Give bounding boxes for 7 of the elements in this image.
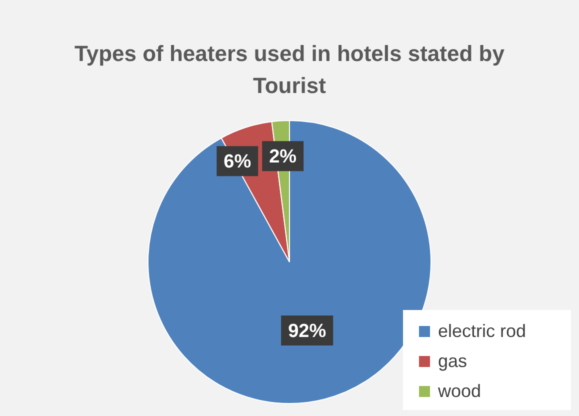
data-label: 6%	[224, 151, 252, 172]
chart-title: Types of heaters used in hotels stated by Tourist	[74, 40, 506, 100]
legend-label: gas	[438, 350, 468, 372]
data-label: 2%	[269, 146, 297, 168]
data-label: 92%	[288, 320, 326, 342]
legend-label: wood	[438, 380, 482, 402]
legend-label: electric rod	[438, 320, 526, 342]
